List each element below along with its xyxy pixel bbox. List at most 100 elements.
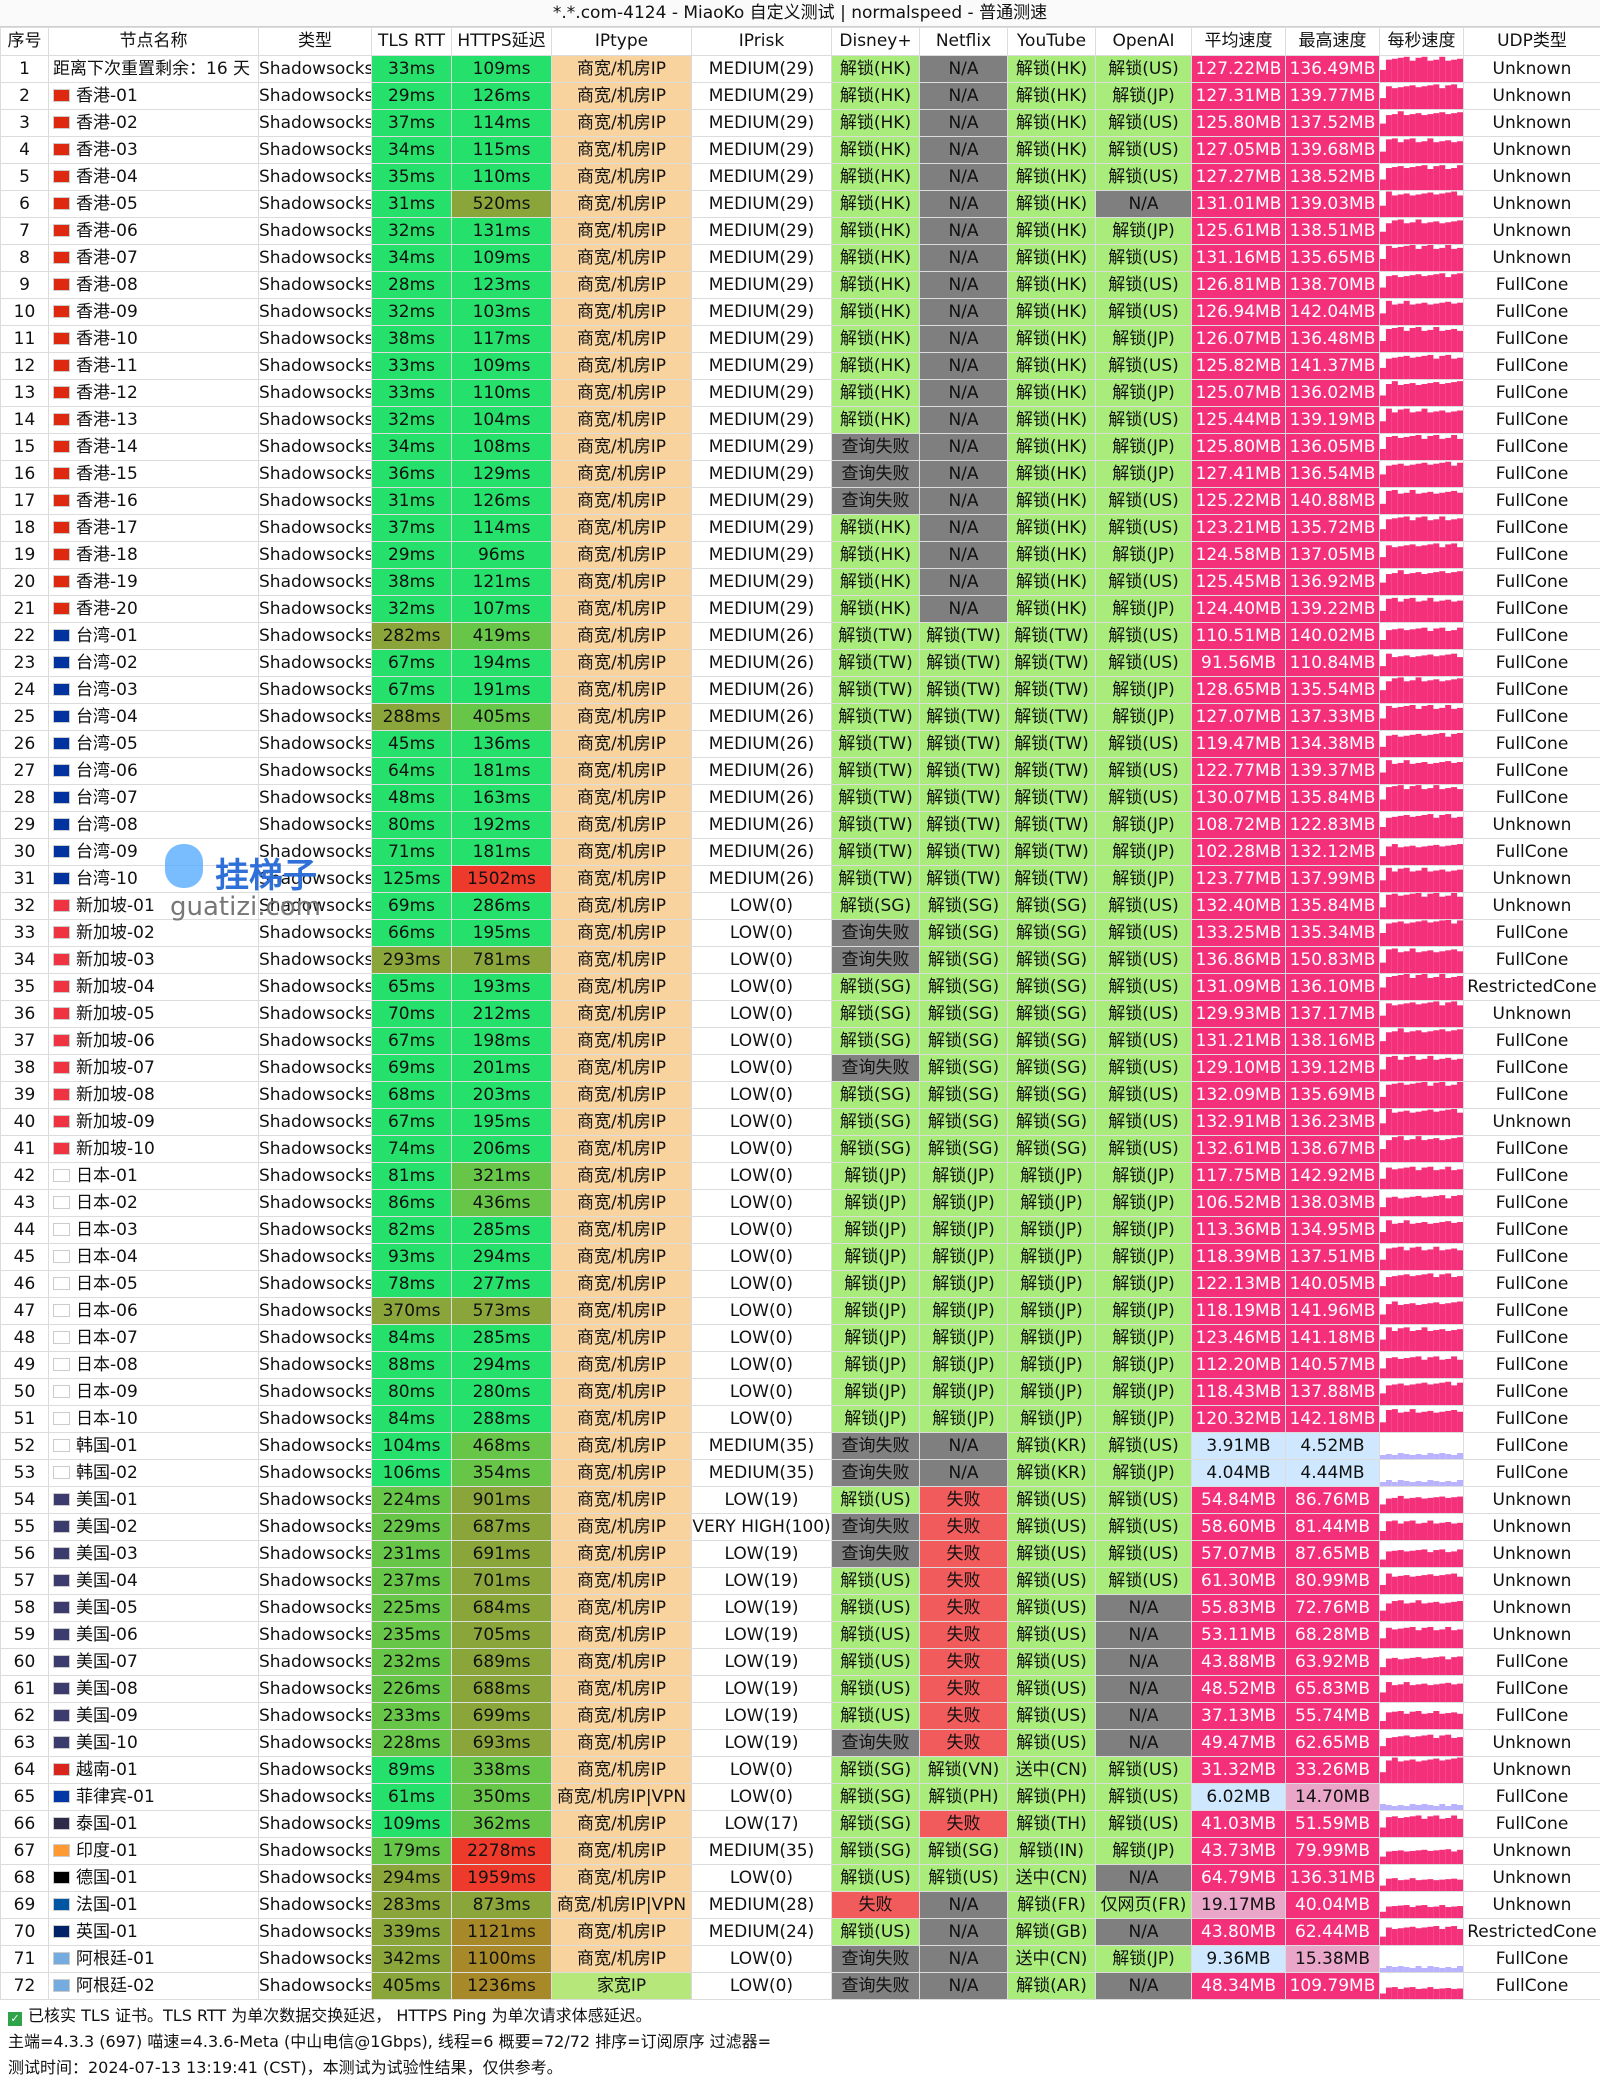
- speed-bar: [1391, 1330, 1398, 1351]
- cell-netflix: 解锁(US): [919, 1864, 1008, 1892]
- cell-max: 140.88MB: [1285, 487, 1380, 515]
- cell-https: 350ms: [451, 1783, 552, 1811]
- cell-name: 阿根廷-02: [48, 1972, 259, 2000]
- speed-bar: [1457, 1849, 1463, 1864]
- speed-sparkline: [1380, 84, 1463, 109]
- cell-avg: 112.20MB: [1191, 1351, 1286, 1379]
- speed-bar: [1445, 1734, 1452, 1756]
- speed-bar: [1457, 220, 1463, 244]
- cell-iprisk: LOW(19): [691, 1567, 832, 1595]
- cell-disney: 查询失败: [831, 1729, 920, 1757]
- cell-disney: 查询失败: [831, 946, 920, 974]
- cell-index: 12: [0, 352, 49, 380]
- speed-bar: [1427, 1357, 1434, 1378]
- speed-bar: [1380, 1993, 1386, 1999]
- cell-udp: Unknown: [1463, 892, 1600, 920]
- speed-bar: [1433, 572, 1440, 595]
- cell-name: 香港-18: [48, 541, 259, 569]
- speed-bar: [1421, 1658, 1428, 1675]
- table-row: 35 新加坡-04 Shadowsocks 65ms 193ms 商宽/机房IP LOW(0…: [0, 973, 1600, 1001]
- speed-bar: [1439, 869, 1446, 892]
- cell-tls: 29ms: [371, 541, 452, 569]
- speed-bar: [1421, 1250, 1428, 1270]
- speed-bar: [1397, 1710, 1404, 1729]
- cell-udp: Unknown: [1463, 1729, 1600, 1757]
- speed-bar: [1403, 245, 1410, 271]
- cell-youtube: 解锁(HK): [1007, 217, 1096, 245]
- speed-bar: [1397, 517, 1404, 541]
- speed-bar: [1457, 518, 1463, 541]
- cell-netflix: N/A: [919, 433, 1008, 461]
- speed-bar: [1403, 1084, 1410, 1108]
- cell-udp: RestrictedCone: [1463, 973, 1600, 1001]
- cell-name: 香港-19: [48, 568, 259, 596]
- cell-udp: FullCone: [1463, 541, 1600, 569]
- cell-index: 8: [0, 244, 49, 272]
- speed-bar: [1391, 657, 1398, 676]
- speed-bar: [1391, 435, 1398, 460]
- speed-bar: [1427, 1196, 1434, 1216]
- speed-bar: [1445, 1166, 1452, 1189]
- speed-bar: [1391, 1737, 1398, 1756]
- speed-bar: [1451, 142, 1458, 163]
- cell-youtube: 解锁(SG): [1007, 1027, 1096, 1055]
- speed-bar: [1391, 844, 1398, 865]
- speed-bar: [1451, 191, 1458, 217]
- speed-bar: [1433, 543, 1440, 568]
- cell-openai: 解锁(US): [1095, 946, 1192, 974]
- speed-bar: [1385, 1851, 1392, 1864]
- cell-index: 33: [0, 919, 49, 947]
- speed-bar: [1391, 1520, 1398, 1540]
- cell-netflix: N/A: [919, 109, 1008, 137]
- cell-bars: [1379, 1081, 1464, 1109]
- cell-tls: 86ms: [371, 1189, 452, 1217]
- cell-netflix: 解锁(JP): [919, 1270, 1008, 1298]
- cell-netflix: 解锁(SG): [919, 892, 1008, 920]
- cell-iprisk: MEDIUM(29): [691, 541, 832, 569]
- cell-tls: 179ms: [371, 1837, 452, 1865]
- speed-bar: [1457, 600, 1463, 622]
- cell-openai: 解锁(JP): [1095, 1216, 1192, 1244]
- speed-bar: [1421, 600, 1428, 622]
- cell-name: 菲律宾-01: [48, 1783, 259, 1811]
- cell-https: 114ms: [451, 109, 552, 137]
- speed-bar: [1403, 814, 1410, 838]
- speed-bar: [1433, 1657, 1440, 1675]
- node-name: 日本-04: [76, 1247, 138, 1267]
- cell-index: 59: [0, 1621, 49, 1649]
- cell-openai: 解锁(US): [1095, 1540, 1192, 1568]
- cell-tls: 32ms: [371, 595, 452, 623]
- cell-udp: Unknown: [1463, 55, 1600, 83]
- speed-bar: [1415, 1815, 1422, 1837]
- speed-bar: [1427, 275, 1434, 298]
- cell-udp: FullCone: [1463, 757, 1600, 785]
- table-row: 36 新加坡-05 Shadowsocks 70ms 212ms 商宽/机房IP LOW(0…: [0, 1000, 1600, 1028]
- speed-bar: [1421, 1140, 1428, 1162]
- speed-bar: [1421, 1274, 1428, 1297]
- speed-sparkline: [1380, 300, 1463, 325]
- cell-https: 468ms: [451, 1432, 552, 1460]
- speed-bar: [1385, 1737, 1392, 1756]
- speed-bar: [1403, 1304, 1410, 1324]
- speed-bar: [1445, 1659, 1452, 1675]
- cell-https: 198ms: [451, 1027, 552, 1055]
- flag-icon: [53, 494, 70, 507]
- speed-bar: [1439, 707, 1446, 730]
- speed-bar: [1415, 1550, 1422, 1567]
- cell-udp: FullCone: [1463, 433, 1600, 461]
- cell-iprisk: LOW(0): [691, 1243, 832, 1271]
- node-name: 香港-03: [76, 140, 138, 160]
- cell-openai: 解锁(US): [1095, 1567, 1192, 1595]
- speed-bar: [1409, 195, 1416, 217]
- speed-sparkline: [1380, 597, 1463, 622]
- cell-max: 137.88MB: [1285, 1378, 1380, 1406]
- speed-bar: [1457, 896, 1463, 919]
- cell-openai: 解锁(US): [1095, 1783, 1192, 1811]
- speed-bar: [1397, 194, 1404, 217]
- speed-bar: [1385, 1603, 1392, 1621]
- cell-disney: 解锁(HK): [831, 325, 920, 353]
- node-name: 日本-03: [76, 1220, 138, 1240]
- cell-disney: 解锁(HK): [831, 244, 920, 272]
- cell-youtube: 解锁(TW): [1007, 730, 1096, 758]
- speed-bar: [1415, 1111, 1422, 1135]
